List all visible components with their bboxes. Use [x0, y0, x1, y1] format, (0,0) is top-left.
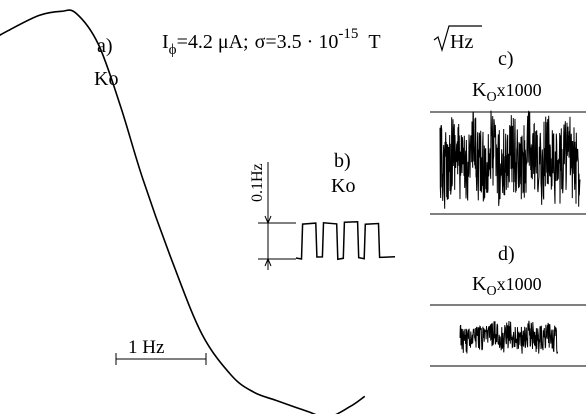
panel-d-factor: x1000	[497, 274, 542, 294]
panel-c-name: KOx1000	[472, 79, 542, 105]
trace-c	[439, 110, 581, 209]
panel-a-name: Ko	[94, 68, 118, 90]
panel-d-letter: d)	[498, 243, 515, 265]
sigma-text: σ=3.5 · 10	[255, 31, 339, 53]
curve-a	[0, 9, 366, 414]
panel-a-letter: a)	[97, 35, 113, 57]
sigma-unit-root: Hz	[450, 31, 473, 53]
panel-d-name-sub: O	[486, 284, 496, 299]
current-subscript: ϕ	[169, 42, 177, 58]
panel-b-letter: b)	[334, 150, 351, 172]
current-symbol: I	[162, 31, 169, 53]
vertical-scale-bar	[258, 162, 296, 270]
panel-d-name: KOx1000	[472, 273, 542, 299]
trace-d	[459, 320, 559, 354]
frequency-scale-bar	[115, 353, 207, 365]
sigma-unit: T	[368, 31, 380, 53]
panel-c-letter: c)	[498, 48, 514, 70]
sqrt-symbol	[433, 25, 482, 53]
panel-c-factor: x1000	[497, 80, 542, 100]
frequency-scale-label: 1 Hz	[128, 337, 164, 358]
current-value: =4.2 μA;	[177, 31, 249, 53]
panel-c-name-main: K	[472, 79, 487, 101]
panel-b-name: Ko	[331, 175, 355, 197]
trace-b	[295, 221, 396, 261]
panel-c-name-sub: O	[486, 90, 496, 105]
panel-d-name-main: K	[472, 273, 487, 295]
header-formula: Iϕ=4.2 μA; σ=3.5 · 10-15 T	[162, 26, 381, 58]
sigma-exponent: -15	[338, 26, 358, 42]
vertical-scale-label: 0.1Hz	[249, 163, 266, 202]
